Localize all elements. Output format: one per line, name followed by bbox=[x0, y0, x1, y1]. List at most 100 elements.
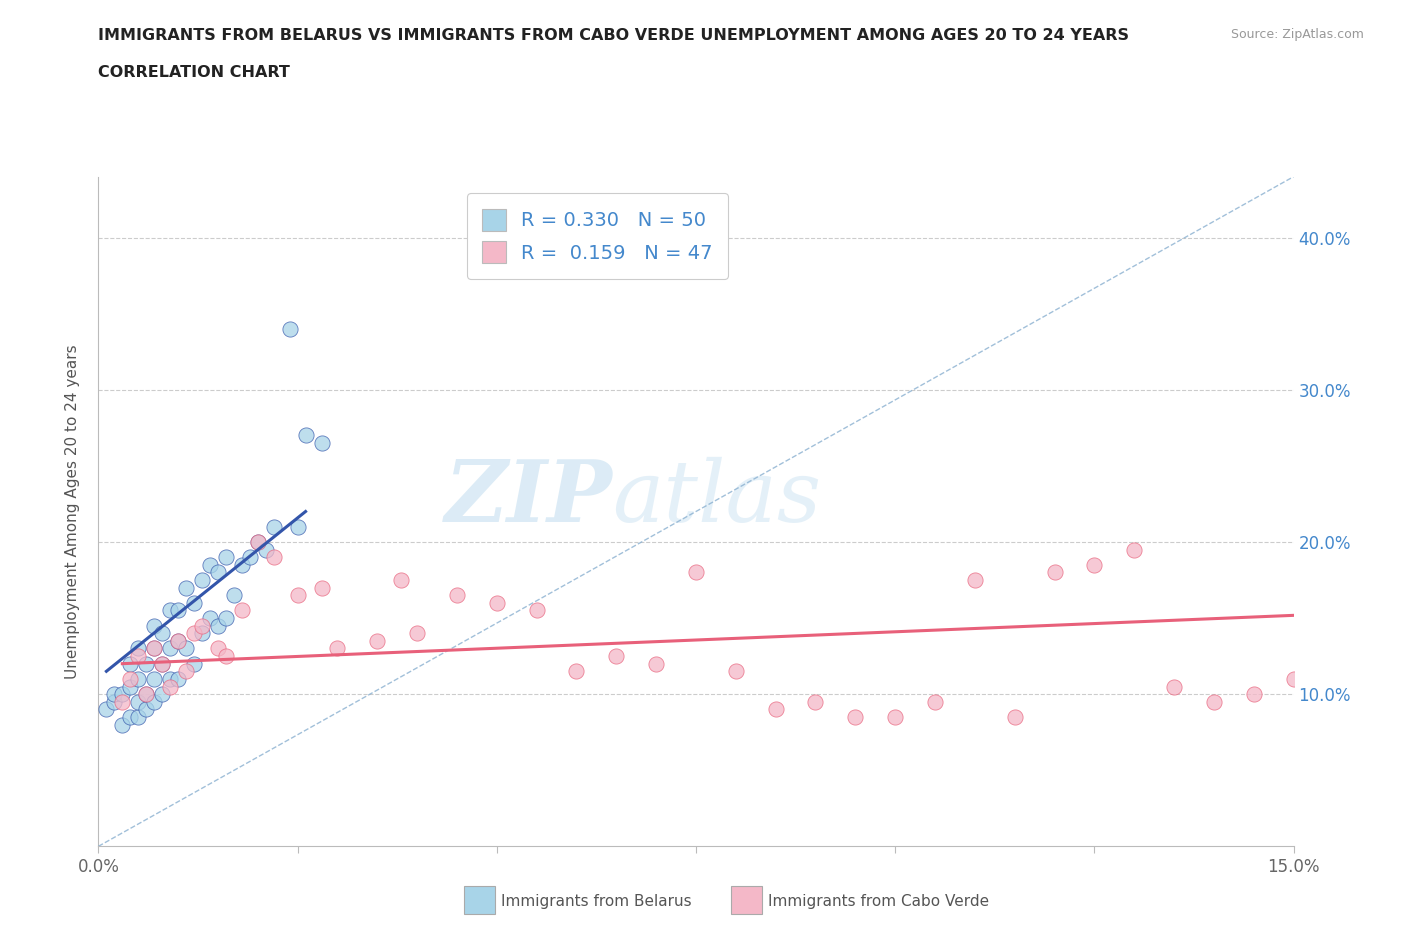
Point bbox=[294, 428, 316, 443]
Point bbox=[150, 657, 173, 671]
Point bbox=[1163, 679, 1185, 694]
Point bbox=[884, 710, 907, 724]
Point bbox=[215, 648, 238, 663]
Point bbox=[207, 618, 229, 633]
Text: CORRELATION CHART: CORRELATION CHART bbox=[98, 65, 290, 80]
Point bbox=[724, 664, 747, 679]
Point bbox=[150, 686, 173, 701]
Point bbox=[120, 671, 142, 686]
Legend: R = 0.330   N = 50, R =  0.159   N = 47: R = 0.330 N = 50, R = 0.159 N = 47 bbox=[467, 193, 728, 279]
Point bbox=[150, 626, 173, 641]
Point bbox=[120, 679, 142, 694]
Point bbox=[389, 573, 412, 588]
Point bbox=[231, 603, 253, 618]
Point bbox=[135, 686, 157, 701]
Point bbox=[159, 641, 181, 656]
Point bbox=[191, 618, 214, 633]
Text: ZIP: ZIP bbox=[444, 457, 613, 539]
Point bbox=[1362, 527, 1385, 542]
Point bbox=[1123, 542, 1146, 557]
Point bbox=[844, 710, 866, 724]
Point bbox=[246, 535, 269, 550]
Point bbox=[254, 542, 277, 557]
Point bbox=[183, 657, 205, 671]
Point bbox=[183, 595, 205, 610]
Point bbox=[174, 664, 197, 679]
Point bbox=[191, 626, 214, 641]
Point bbox=[159, 603, 181, 618]
Point bbox=[174, 580, 197, 595]
Point bbox=[167, 671, 190, 686]
Text: IMMIGRANTS FROM BELARUS VS IMMIGRANTS FROM CABO VERDE UNEMPLOYMENT AMONG AGES 20: IMMIGRANTS FROM BELARUS VS IMMIGRANTS FR… bbox=[98, 28, 1129, 43]
Point bbox=[963, 573, 986, 588]
Point bbox=[143, 695, 166, 710]
Point bbox=[135, 657, 157, 671]
Point bbox=[287, 519, 309, 534]
Point bbox=[111, 717, 134, 732]
Point bbox=[231, 557, 253, 572]
Text: Immigrants from Cabo Verde: Immigrants from Cabo Verde bbox=[768, 894, 988, 909]
Point bbox=[366, 633, 388, 648]
Point bbox=[239, 550, 262, 565]
Point bbox=[246, 535, 269, 550]
Point bbox=[127, 671, 149, 686]
Point bbox=[198, 557, 221, 572]
Point bbox=[1322, 664, 1344, 679]
Point bbox=[111, 695, 134, 710]
Point bbox=[263, 519, 285, 534]
Point bbox=[127, 648, 149, 663]
Point bbox=[127, 695, 149, 710]
Point bbox=[765, 702, 787, 717]
Point bbox=[120, 657, 142, 671]
Point bbox=[167, 603, 190, 618]
Point bbox=[311, 580, 333, 595]
Point bbox=[1202, 695, 1225, 710]
Point bbox=[215, 611, 238, 626]
Point bbox=[1402, 512, 1406, 526]
Point bbox=[143, 618, 166, 633]
Point bbox=[143, 641, 166, 656]
Point bbox=[215, 550, 238, 565]
Point bbox=[207, 565, 229, 579]
Point bbox=[485, 595, 508, 610]
Point bbox=[605, 648, 627, 663]
Point bbox=[263, 550, 285, 565]
Point bbox=[198, 611, 221, 626]
Point bbox=[191, 573, 214, 588]
Point bbox=[127, 710, 149, 724]
Point bbox=[278, 322, 301, 337]
Point bbox=[406, 626, 429, 641]
Point bbox=[96, 702, 118, 717]
Point bbox=[167, 633, 190, 648]
Text: Source: ZipAtlas.com: Source: ZipAtlas.com bbox=[1230, 28, 1364, 41]
Point bbox=[111, 686, 134, 701]
Point bbox=[135, 702, 157, 717]
Point bbox=[645, 657, 668, 671]
Point bbox=[222, 588, 245, 603]
Point bbox=[103, 686, 125, 701]
Point bbox=[685, 565, 707, 579]
Point bbox=[120, 710, 142, 724]
Point bbox=[1243, 686, 1265, 701]
Point bbox=[1043, 565, 1066, 579]
Point bbox=[143, 671, 166, 686]
Point bbox=[103, 695, 125, 710]
Point bbox=[207, 641, 229, 656]
Point bbox=[174, 641, 197, 656]
Y-axis label: Unemployment Among Ages 20 to 24 years: Unemployment Among Ages 20 to 24 years bbox=[65, 344, 80, 679]
Point bbox=[311, 435, 333, 450]
Point bbox=[159, 671, 181, 686]
Point bbox=[135, 686, 157, 701]
Point bbox=[183, 626, 205, 641]
Point bbox=[159, 679, 181, 694]
Point bbox=[526, 603, 548, 618]
Point bbox=[287, 588, 309, 603]
Point bbox=[1083, 557, 1105, 572]
Point bbox=[1004, 710, 1026, 724]
Point bbox=[326, 641, 349, 656]
Point bbox=[127, 641, 149, 656]
Point bbox=[924, 695, 946, 710]
Point bbox=[446, 588, 468, 603]
Point bbox=[143, 641, 166, 656]
Text: atlas: atlas bbox=[613, 457, 821, 539]
